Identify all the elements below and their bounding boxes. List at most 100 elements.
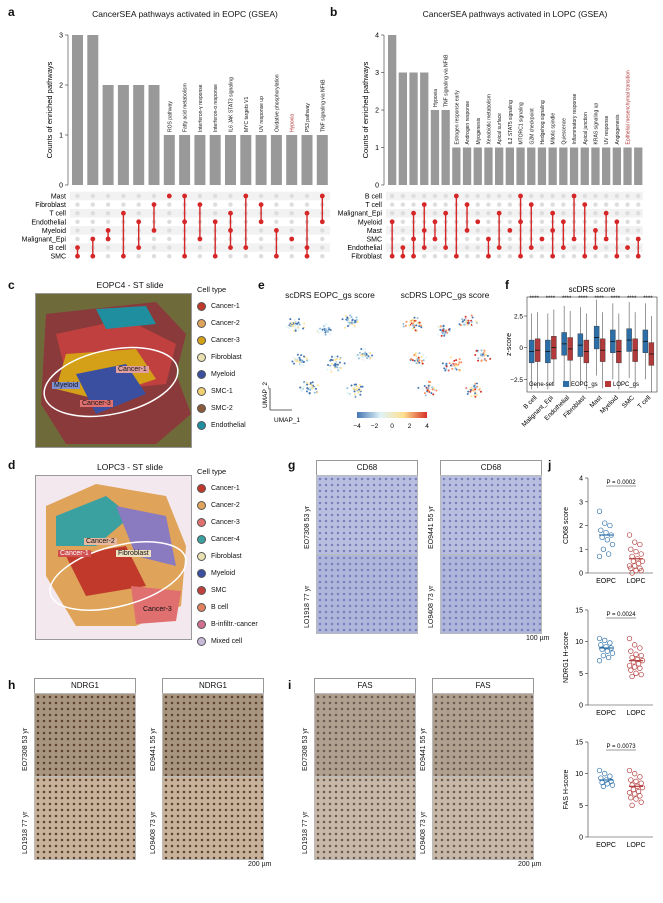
scalebar-label: 200 µm <box>518 861 542 868</box>
matrix-dot-active <box>550 210 556 216</box>
matrix-dot-active <box>197 236 203 242</box>
data-point <box>632 664 638 670</box>
umap-y-label: UMAP_2 <box>262 382 269 408</box>
set-label: Endothelial <box>347 245 382 252</box>
matrix-dot <box>507 219 513 224</box>
data-point <box>609 541 616 548</box>
umap-point <box>339 367 342 370</box>
matrix-dot <box>486 202 491 207</box>
matrix-dot <box>539 211 545 216</box>
data-point <box>604 781 610 787</box>
legend-title: Cell type <box>197 467 227 476</box>
matrix-dot <box>432 202 438 207</box>
umap-point <box>455 363 458 366</box>
umap-point <box>316 329 319 332</box>
matrix-dot <box>411 193 416 199</box>
legend-title: Gene-set <box>529 382 554 388</box>
matrix-dot <box>636 202 641 207</box>
matrix-dot <box>243 254 248 259</box>
umap-point <box>484 353 487 356</box>
umap-point <box>413 316 416 319</box>
umap-point <box>467 390 470 393</box>
pathway-label: Androgen response <box>465 101 471 145</box>
umap-point <box>353 324 356 327</box>
data-point <box>633 567 639 574</box>
matrix-dot <box>550 202 555 207</box>
umap-point <box>417 358 420 361</box>
matrix-dot <box>443 193 448 199</box>
y-tick-label: 3 <box>579 499 583 506</box>
data-point <box>626 663 633 669</box>
data-point <box>598 527 604 533</box>
matrix-dot-active <box>258 202 264 208</box>
umap-point <box>306 359 309 362</box>
matrix-dot <box>625 228 630 233</box>
umap-point <box>448 327 451 330</box>
umap-point <box>338 358 341 361</box>
bar <box>133 85 145 185</box>
matrix-dot <box>90 219 96 224</box>
umap-point <box>296 360 299 363</box>
data-point <box>596 635 603 642</box>
umap-point <box>361 385 364 388</box>
umap-point <box>299 360 302 363</box>
umap-point <box>455 359 458 362</box>
matrix-dot <box>258 228 264 233</box>
umap-point <box>303 322 306 325</box>
legend-item: Mixed cell <box>197 633 258 650</box>
tissue-region <box>96 306 156 329</box>
matrix-dot-active <box>105 236 111 242</box>
umap-point <box>458 361 461 364</box>
y-axis-label: CD68 score <box>563 507 570 544</box>
matrix-dot <box>486 219 491 224</box>
umap-point <box>425 383 428 386</box>
umap-point <box>293 357 296 360</box>
panel-b-title: CancerSEA pathways activated in LOPC (GS… <box>422 9 608 19</box>
umap-point <box>455 364 458 367</box>
matrix-dot-active <box>635 236 641 242</box>
matrix-dot <box>289 228 294 233</box>
matrix-dot <box>443 202 448 207</box>
matrix-dot-active <box>243 193 249 199</box>
data-point <box>637 645 643 651</box>
matrix-dot-active <box>614 253 620 259</box>
umap-point <box>424 394 427 397</box>
umap-point <box>474 388 477 391</box>
legend-cell-type-c: Cell type Cancer-1 Cancer-2 Cancer-3 Fibrob… <box>197 286 246 434</box>
umap-point <box>413 354 416 357</box>
umap-point <box>329 359 332 362</box>
matrix-dot-active <box>421 228 427 233</box>
matrix-dot <box>167 211 172 216</box>
panel-label-a: a <box>8 5 15 19</box>
pathway-label: Inflammatory response <box>572 93 578 144</box>
umap-point <box>421 388 424 391</box>
sample-label: LO1918 77 yr <box>22 811 29 854</box>
matrix-dot-active <box>518 219 523 225</box>
data-point <box>604 648 610 654</box>
umap-point <box>336 363 339 366</box>
umap-point <box>477 351 480 354</box>
umap-point <box>349 314 352 317</box>
x-tick-label: EOPC <box>596 842 616 849</box>
data-point <box>633 778 639 784</box>
data-point <box>637 793 643 799</box>
matrix-dot <box>400 202 406 207</box>
matrix-dot <box>507 202 513 207</box>
legend-swatch <box>197 636 206 646</box>
legend-swatch <box>197 369 206 379</box>
umap-point <box>301 390 304 393</box>
legend-swatch <box>197 483 206 493</box>
matrix-dot-active <box>411 210 416 216</box>
stain-header: CD68 <box>440 460 542 476</box>
legend-label: SMC-1 <box>211 387 233 395</box>
pathway-label: Oxidative phosphorylation <box>274 74 280 132</box>
legend-swatch <box>197 585 206 595</box>
matrix-dot-active <box>443 210 449 216</box>
data-point <box>630 558 637 564</box>
y-tick-label: 1 <box>579 547 583 554</box>
umap-point <box>418 321 421 324</box>
matrix-dot <box>486 211 491 216</box>
matrix-dot-active <box>603 236 609 242</box>
pathway-label: Hedgehog signaling <box>540 100 546 144</box>
data-point <box>600 783 607 789</box>
